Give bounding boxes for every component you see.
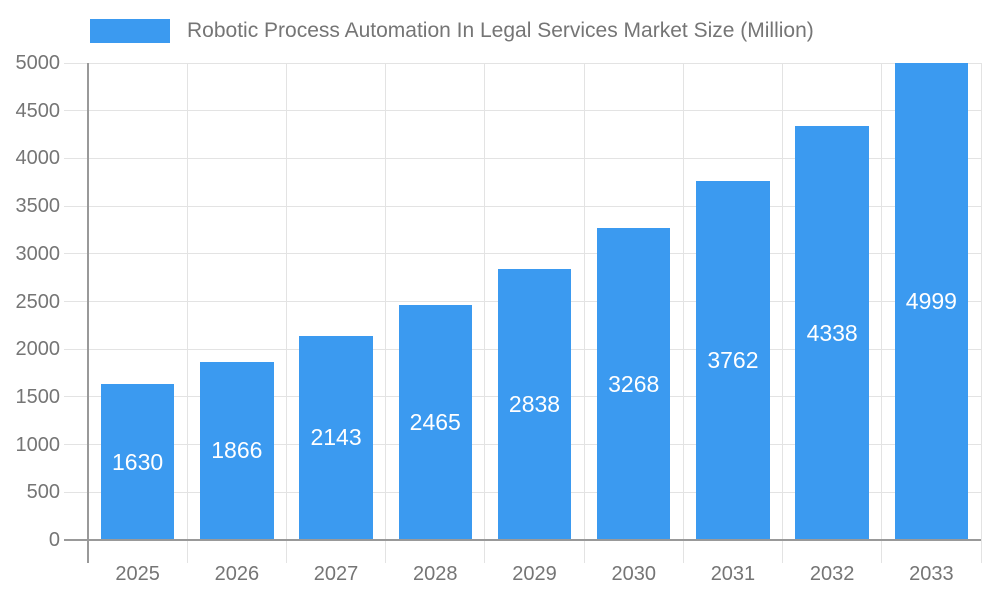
y-axis-tick-label: 4000 <box>15 147 61 170</box>
x-axis-tick-label: 2028 <box>413 563 458 585</box>
x-axis-tick-label: 2030 <box>611 563 656 585</box>
gridline-vertical <box>285 63 287 563</box>
x-axis-line <box>64 539 981 541</box>
bar-2027: 2143 <box>299 335 373 540</box>
bar-value-label: 1866 <box>211 437 263 464</box>
bar-2033: 4999 <box>894 63 969 540</box>
gridline-vertical <box>583 63 585 563</box>
bar-value-label: 2838 <box>508 391 561 418</box>
x-axis-tick-label: 2031 <box>710 563 756 585</box>
legend-swatch <box>90 19 170 43</box>
y-axis-tick-label: 500 <box>26 481 60 504</box>
plot-area: 1630 1866 2143 2465 2838 3268 3762 4338 4999 <box>64 62 982 563</box>
x-axis-tick-label: 2029 <box>512 563 557 585</box>
gridline-vertical <box>980 63 982 563</box>
y-axis-tick-label: 1000 <box>15 433 61 456</box>
bar-2028: 2465 <box>398 304 473 540</box>
gridline-vertical <box>186 63 188 563</box>
bar-2025: 1630 <box>100 384 175 540</box>
legend-item[interactable]: Robotic Process Automation In Legal Serv… <box>90 19 814 43</box>
legend-label: Robotic Process Automation In Legal Serv… <box>187 19 814 42</box>
y-axis-tick-label: 1500 <box>15 385 61 408</box>
y-axis-line <box>87 63 89 563</box>
y-axis-tick-label: 2000 <box>15 338 61 361</box>
y-axis-tick-label: 3500 <box>15 195 61 218</box>
x-axis-tick-label: 2025 <box>115 563 160 585</box>
gridline-vertical <box>385 63 387 563</box>
y-axis-tick-label: 4500 <box>15 99 61 122</box>
bar-2026: 1866 <box>200 361 274 540</box>
y-axis-tick-label: 5000 <box>15 52 61 74</box>
gridline-horizontal <box>64 253 981 255</box>
x-axis-tick-label: 2027 <box>313 563 359 585</box>
bar-2032: 4338 <box>795 126 869 540</box>
y-axis-tick-label: 2500 <box>15 290 61 313</box>
y-axis-tick-label: 3000 <box>15 242 61 265</box>
bar-value-label: 3762 <box>707 347 759 374</box>
y-axis-tick-label: 0 <box>48 529 60 551</box>
gridline-horizontal <box>64 205 981 207</box>
bar-2029: 2838 <box>497 269 572 540</box>
gridline-vertical <box>881 63 883 563</box>
bar-2031: 3762 <box>696 181 770 540</box>
gridline-vertical <box>682 63 684 563</box>
gridline-horizontal <box>64 110 981 112</box>
x-axis-tick-label: 2032 <box>809 563 855 585</box>
bar-value-label: 2465 <box>409 408 461 435</box>
bar-2030: 3268 <box>596 228 671 540</box>
bar-value-label: 4338 <box>806 319 858 346</box>
x-axis-tick-label: 2026 <box>214 563 260 585</box>
bar-value-label: 1630 <box>112 448 164 475</box>
x-axis-tick-label: 2033 <box>909 563 954 585</box>
bar-value-label: 4999 <box>905 288 957 315</box>
bar-value-label: 2143 <box>310 424 362 451</box>
bar-value-label: 3268 <box>608 370 660 397</box>
gridline-vertical <box>484 63 486 563</box>
gridline-horizontal <box>64 157 981 159</box>
gridline-horizontal <box>64 62 981 64</box>
gridline-vertical <box>782 63 784 563</box>
